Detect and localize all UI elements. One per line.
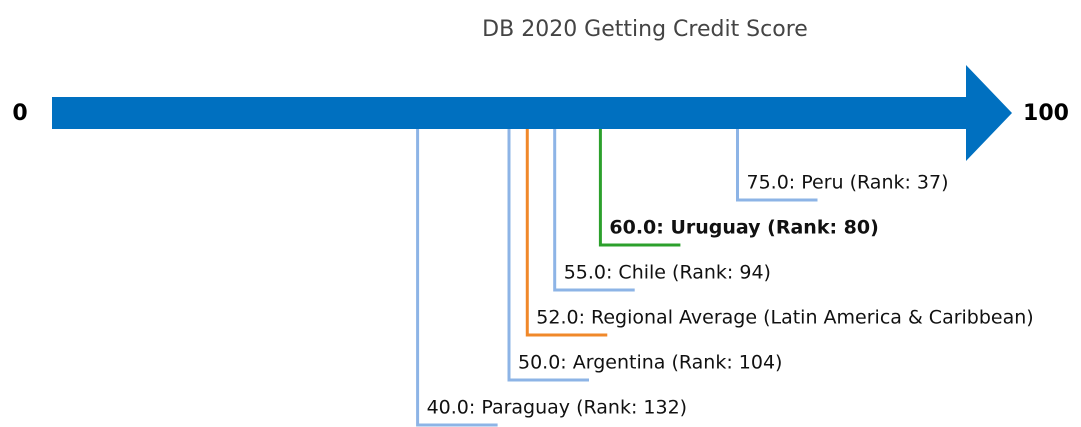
marker-line (525, 129, 608, 337)
marker-line (736, 129, 818, 202)
marker-line (416, 129, 498, 427)
marker-line (507, 129, 589, 382)
axis-arrow (52, 65, 1012, 161)
marker-line (553, 129, 635, 292)
value-label: 55.0: Chile (Rank: 94) (564, 262, 771, 284)
tick-label: 0 (12, 101, 27, 126)
value-label: 50.0: Argentina (Rank: 104) (518, 352, 782, 374)
value-label: 75.0: Peru (Rank: 37) (747, 172, 949, 194)
value-label: 40.0: Paraguay (Rank: 132) (427, 397, 687, 419)
tick-label: 100 (1023, 101, 1069, 126)
marker-line (598, 129, 681, 247)
chart-title: DB 2020 Getting Credit Score (482, 17, 808, 42)
value-label: 52.0: Regional Average (Latin America & … (536, 307, 1033, 329)
value-label: 60.0: Uruguay (Rank: 80) (609, 217, 878, 239)
